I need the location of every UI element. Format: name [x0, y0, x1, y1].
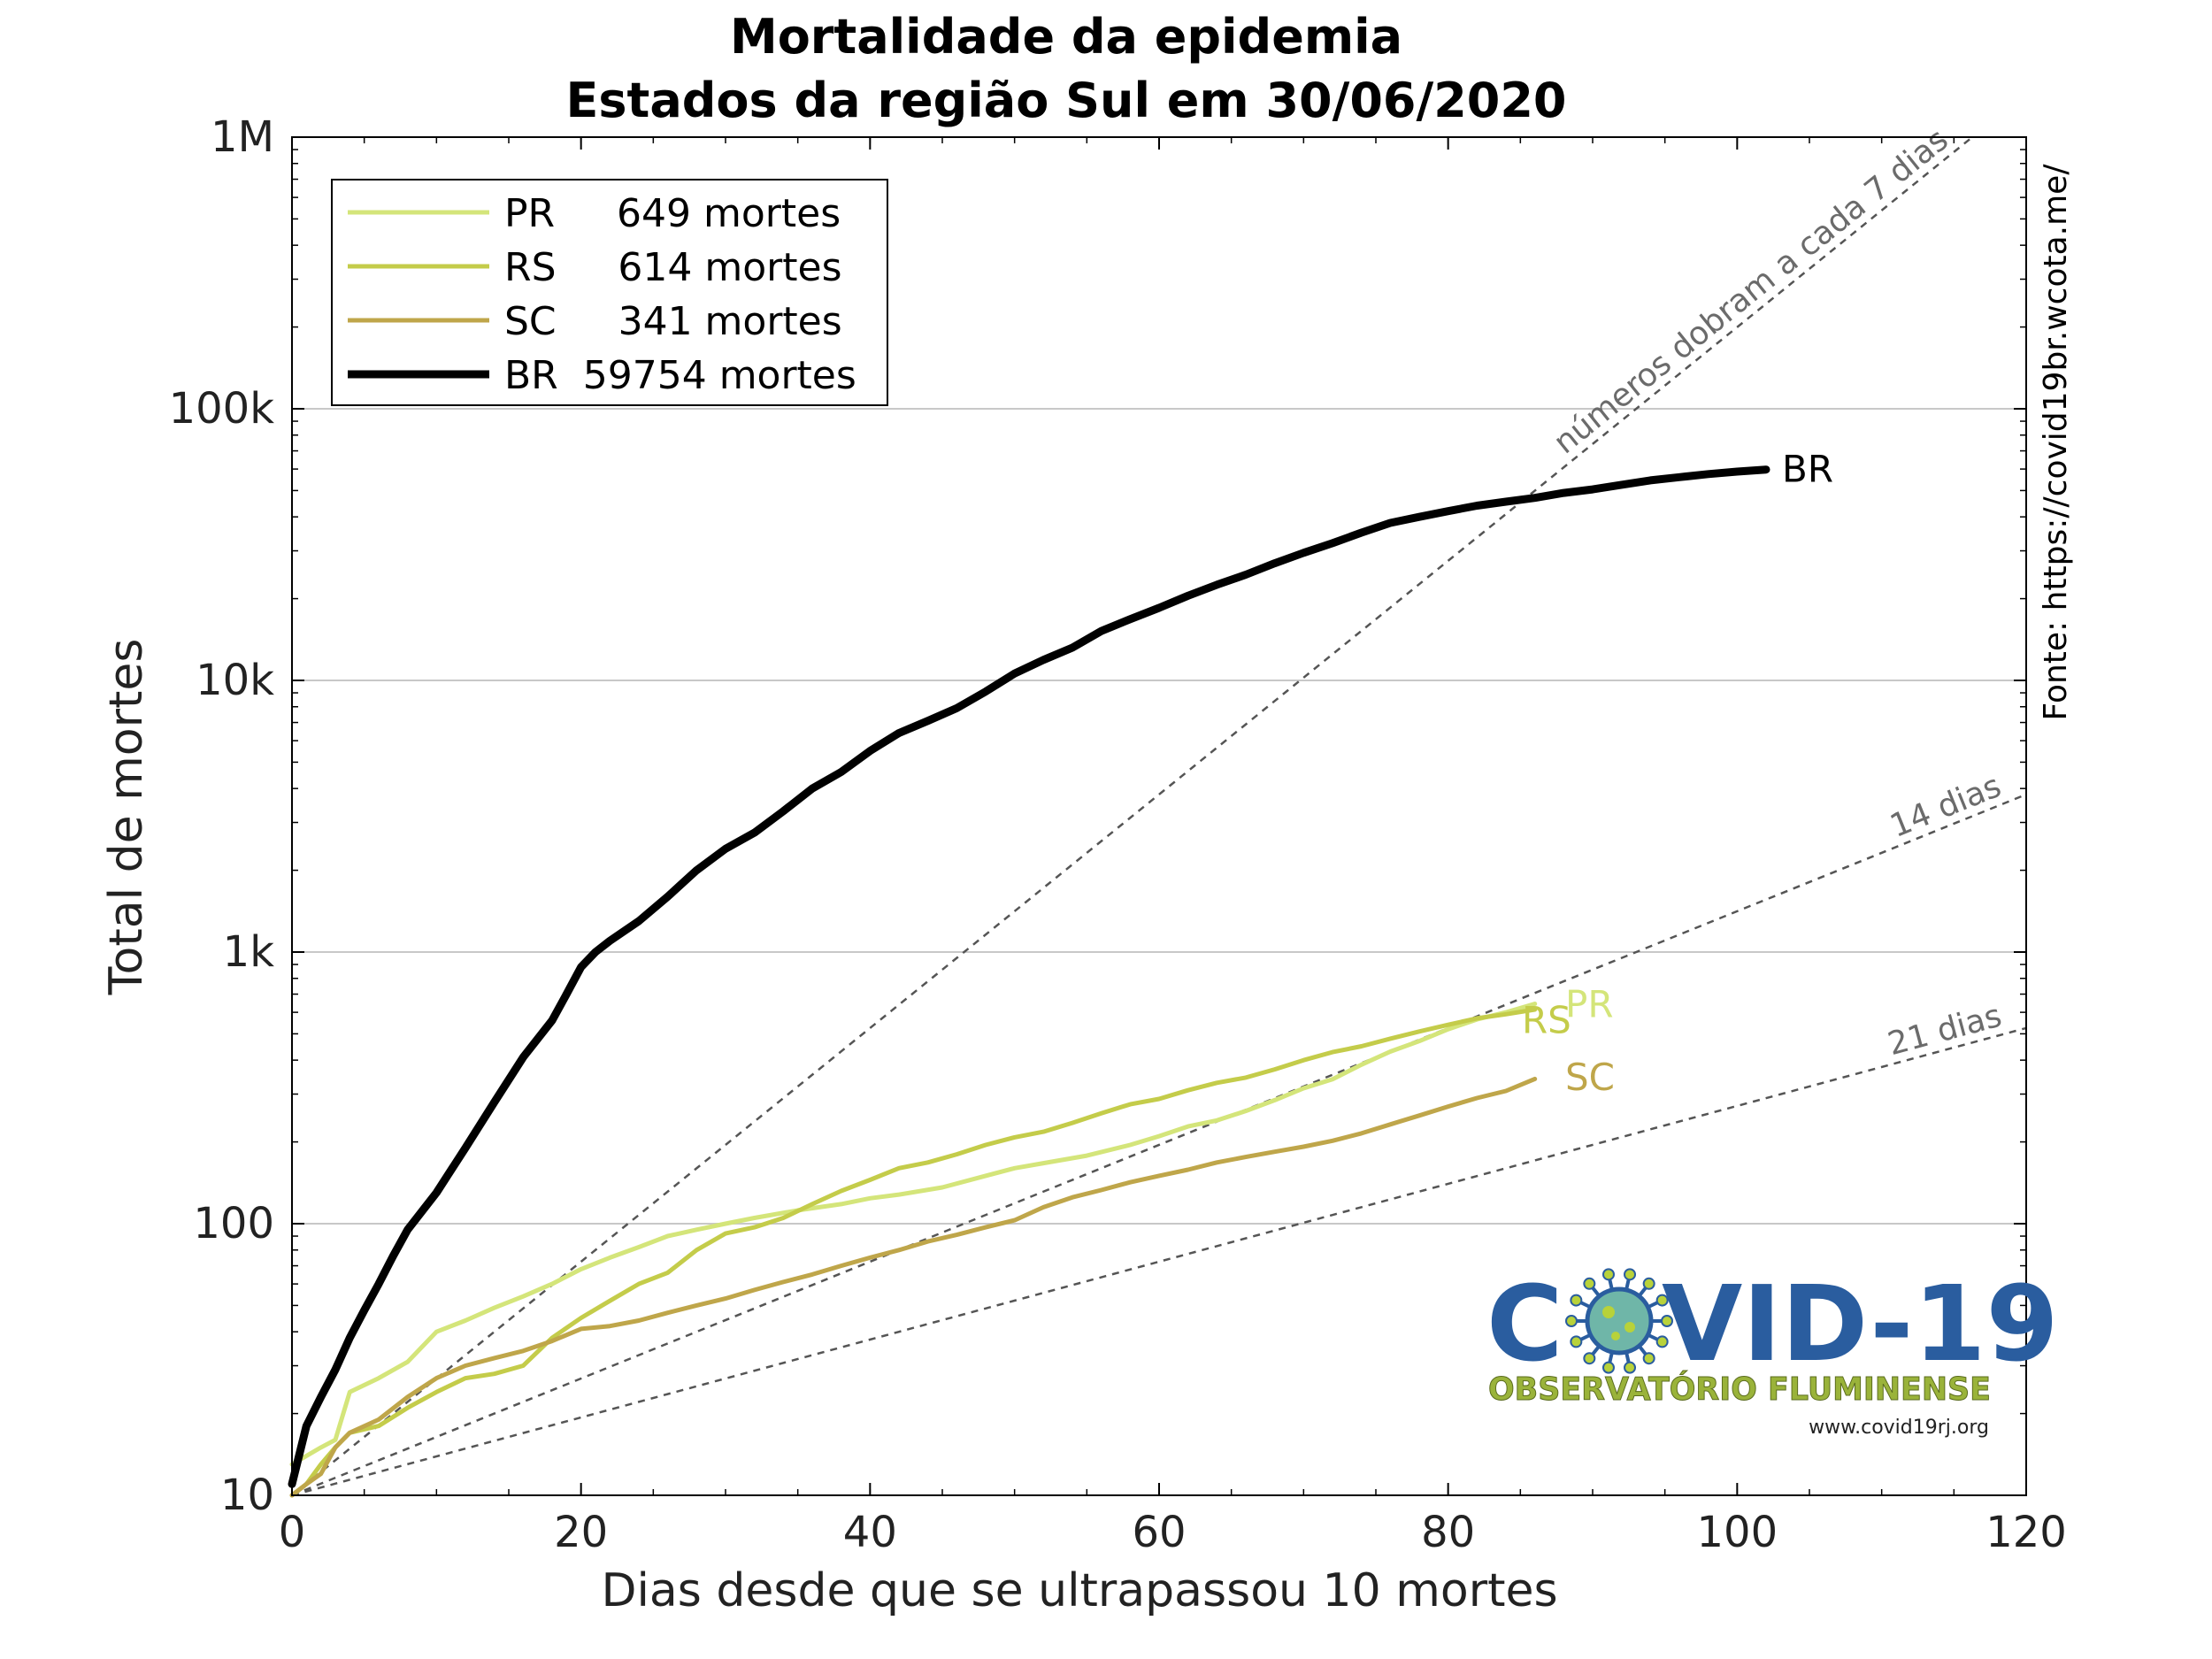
virus-icon [1565, 1268, 1673, 1374]
virus-spike-tip [1601, 1268, 1615, 1281]
virus-spike-tip [1655, 1294, 1669, 1307]
series-line-sc [289, 1076, 1538, 1498]
doubling-guide-label: números dobram a cada 7 dias [1548, 121, 1955, 461]
virus-spike-tip [1601, 1361, 1615, 1374]
logo-url: www.covid19rj.org [1809, 1417, 1989, 1439]
x-tick-label: 80 [1421, 1508, 1475, 1557]
virus-spike-tip [1583, 1352, 1596, 1365]
y-tick-label: 100k [169, 384, 275, 434]
grid-lines [292, 408, 2026, 1225]
x-tick-label: 60 [1132, 1508, 1186, 1557]
series-lines [288, 465, 1770, 1498]
y-tick-label: 1k [223, 927, 275, 977]
x-tick-label: 20 [554, 1508, 608, 1557]
x-tick-label: 100 [1697, 1508, 1778, 1557]
series-line-br [288, 465, 1770, 1488]
logo-title-left: C [1486, 1263, 1563, 1385]
y-axis-label: Total de mortes [100, 639, 153, 996]
series-line-rs [289, 1007, 1538, 1498]
doubling-guide-label: 14 dias [1886, 768, 2007, 845]
end-label-pr: PR [1565, 983, 1614, 1026]
logo-title-right: VID-19 [1662, 1263, 2059, 1385]
chart-subtitle: Estados da região Sul em 30/06/2020 [566, 73, 1567, 128]
end-label-rs: RS [1522, 998, 1571, 1041]
x-tick-label: 120 [1985, 1508, 2067, 1557]
legend-entry-rs: RS 614 mortes [504, 245, 842, 290]
y-tick-label: 10k [196, 656, 274, 705]
chart-title: Mortalidade da epidemia [730, 9, 1402, 65]
end-label-br: BR [1782, 448, 1833, 491]
end-label-sc: SC [1565, 1056, 1615, 1099]
virus-spike-tip [1570, 1335, 1583, 1348]
virus-spike-tip [1624, 1268, 1637, 1281]
virus-spike-tip [1642, 1352, 1655, 1365]
x-tick-label: 40 [843, 1508, 897, 1557]
virus-spike-tip [1642, 1277, 1655, 1290]
virus-spike-tip [1583, 1277, 1596, 1290]
virus-spike-tip [1624, 1361, 1637, 1374]
legend-box [331, 179, 888, 406]
series-line-pr [289, 1002, 1538, 1467]
virus-spike-tip [1570, 1294, 1583, 1307]
virus-spike-tip [1565, 1315, 1578, 1327]
covid19-observatorio-logo: C VID-19 OBSERVATÓRIO FLUMINENSE www.cov… [1486, 1263, 2059, 1439]
logo-subtitle: OBSERVATÓRIO FLUMINENSE [1488, 1371, 1991, 1408]
axis-ticks: 0 20 40 60 80 100 120 10 100 1k 10k 100k 1M [169, 112, 2067, 1557]
legend-entry-sc: SC 341 mortes [504, 299, 842, 344]
y-tick-label: 100 [193, 1199, 274, 1248]
x-tick-label: 0 [279, 1508, 306, 1557]
virus-spike-tip [1661, 1315, 1673, 1327]
legend-entry-br: BR 59754 mortes [504, 353, 856, 398]
virus-spike-tip [1655, 1335, 1669, 1348]
x-axis-label: Dias desde que se ultrapassou 10 mortes [601, 1564, 1557, 1617]
doubling-guide-line [291, 793, 2027, 1497]
doubling-guide-line [291, 136, 1973, 1496]
y-tick-label: 1M [211, 112, 274, 162]
doubling-guide-label: 21 dias [1884, 998, 2005, 1064]
source-note: Fonte: https://covid19br.wcota.me/ [2038, 164, 2074, 721]
y-tick-label: 10 [220, 1471, 274, 1520]
legend-entry-pr: PR 649 mortes [504, 191, 841, 236]
legend: PR 649 mortes RS 614 mortes SC 341 mortes B… [331, 179, 888, 406]
